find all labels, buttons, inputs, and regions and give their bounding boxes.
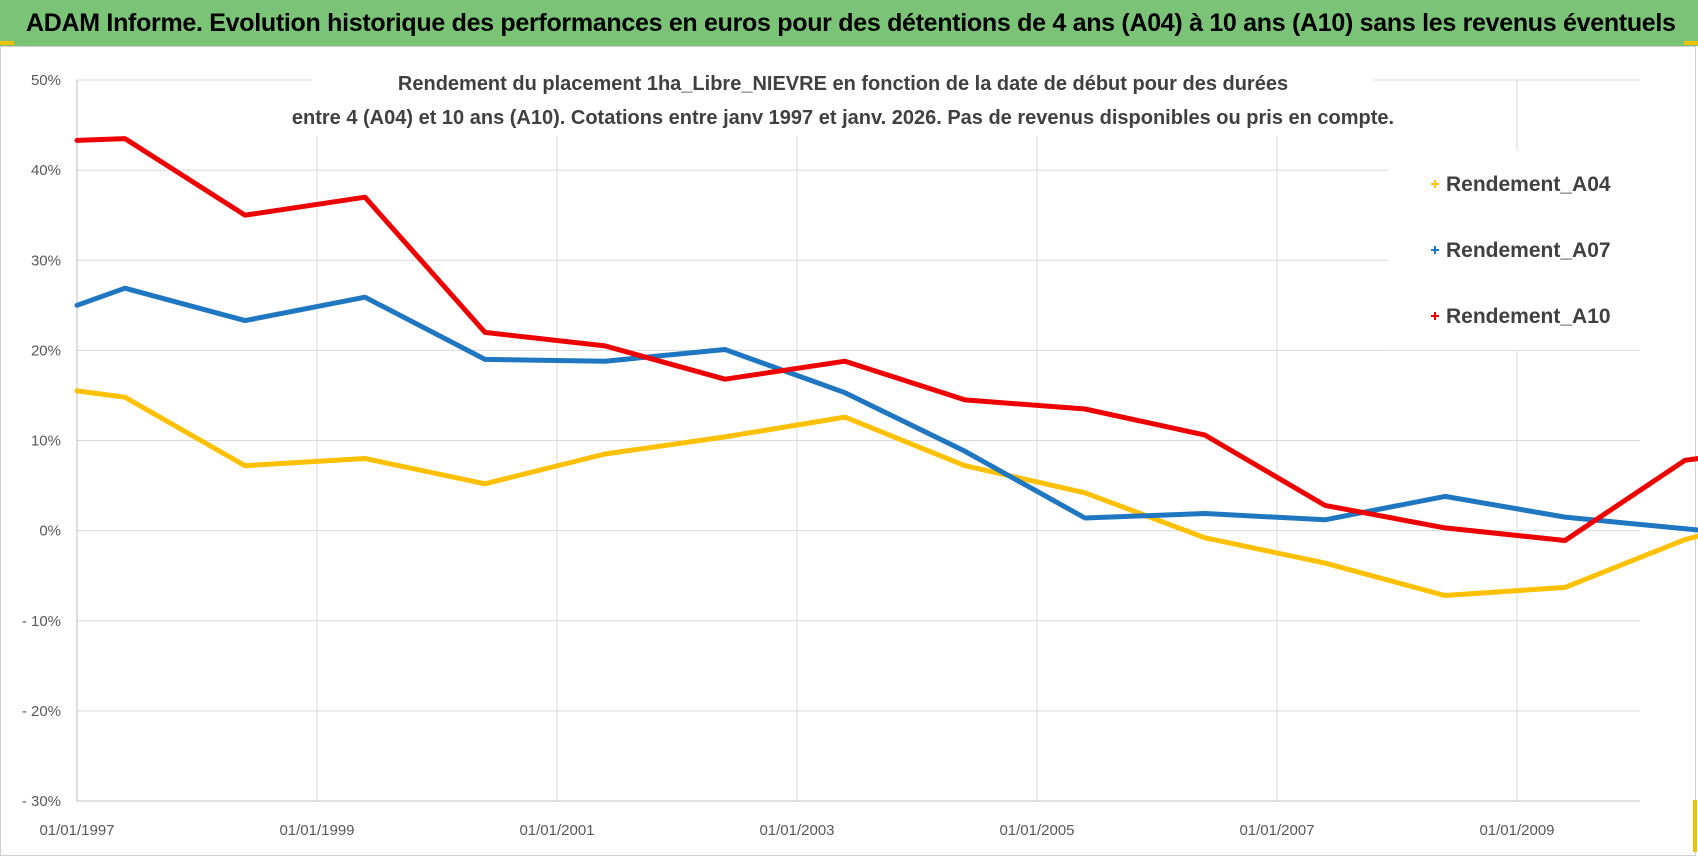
x-tick-label: 01/01/2003 (759, 822, 834, 839)
legend-label-a04: Rendement_A04 (1446, 173, 1611, 196)
data-point-a10 (1683, 458, 1687, 462)
chart-frame (0, 46, 1696, 856)
x-tick-label: 01/01/1997 (39, 822, 114, 839)
y-tick-label: 30% (31, 252, 61, 269)
data-point-a10 (243, 213, 247, 217)
data-point-a07 (843, 391, 847, 395)
y-tick-label: 0% (39, 523, 61, 540)
data-point-a07 (603, 359, 607, 363)
data-point-a07 (243, 319, 247, 323)
data-point-a04 (1203, 536, 1207, 540)
data-point-a07 (963, 449, 967, 453)
y-tick-label: 10% (31, 433, 61, 450)
data-point-a04 (483, 482, 487, 486)
x-tick-label: 01/01/1999 (279, 822, 354, 839)
data-point-a07 (1683, 527, 1687, 531)
data-point-a10 (363, 195, 367, 199)
x-tick-label: 01/01/2009 (1479, 822, 1554, 839)
data-point-a10 (1563, 539, 1567, 542)
chart-axes: 50% 40% 30% 20% 10% 0% - 10% - 20% - 30% 01/01/19… (22, 72, 1640, 839)
y-tick-label: - 30% (22, 793, 61, 810)
corner-accent-bottom-right (1693, 800, 1697, 852)
data-point-a04 (363, 457, 367, 460)
data-point-a10 (123, 137, 127, 141)
data-point-a04 (963, 464, 967, 468)
data-point-a10 (603, 344, 607, 348)
corner-accent-top-right (1684, 41, 1698, 45)
legend-label-a07: Rendement_A07 (1446, 239, 1611, 262)
data-point-a04 (843, 415, 847, 419)
chart-title-background (312, 66, 1374, 136)
data-point-a07 (723, 348, 727, 351)
chart-title-line-1: Rendement du placement 1ha_Libre_NIEVRE … (398, 73, 1288, 95)
data-point-a10 (1203, 433, 1207, 437)
y-tick-label: - 20% (22, 703, 61, 720)
data-point-a04 (603, 452, 607, 456)
data-point-a10 (963, 398, 967, 402)
data-point-a04 (1083, 491, 1087, 495)
data-point-a10 (723, 377, 727, 381)
data-point-a07 (1443, 494, 1447, 498)
data-point-a07 (1203, 512, 1207, 515)
chart-legend: Rendement_A04 Rendement_A07 Rendement_A10 (1388, 150, 1640, 350)
data-point-a04 (1323, 561, 1327, 565)
data-point-a07 (1563, 515, 1567, 519)
report-banner: ADAM Informe. Evolution historique des p… (0, 0, 1698, 46)
data-point-a10 (1443, 526, 1447, 530)
corner-accent-top-left (0, 41, 14, 45)
legend-box (1388, 150, 1640, 350)
series-line-a07 (74, 285, 1698, 533)
y-tick-label: - 10% (22, 613, 61, 630)
data-point-a04 (1683, 538, 1687, 542)
data-point-a04 (75, 389, 79, 393)
data-point-a07 (123, 286, 127, 290)
y-tick-label: 40% (31, 162, 61, 179)
chart-title-line-2: entre 4 (A04) et 10 ans (A10). Cotations… (292, 107, 1394, 129)
data-point-a04 (723, 435, 727, 439)
data-point-a07 (1323, 518, 1327, 522)
data-point-a07 (363, 295, 367, 299)
data-point-a10 (1323, 503, 1327, 507)
y-tick-label: 20% (31, 342, 61, 359)
data-point-a04 (1563, 585, 1567, 589)
data-point-a07 (75, 303, 79, 307)
x-tick-label: 01/01/2001 (519, 822, 594, 839)
x-tick-label: 01/01/2007 (1239, 822, 1314, 839)
data-point-a10 (75, 138, 79, 142)
data-point-a10 (843, 359, 847, 363)
y-tick-label: 50% (31, 72, 61, 89)
data-point-a07 (1083, 516, 1087, 520)
data-point-a04 (243, 464, 247, 468)
data-point-a07 (483, 357, 487, 361)
title-box (312, 66, 1374, 136)
data-point-a10 (483, 330, 487, 334)
report-title: ADAM Informe. Evolution historique des p… (26, 8, 1676, 37)
data-point-a04 (1443, 594, 1447, 597)
data-point-a10 (1083, 407, 1087, 411)
chart-title: Rendement du placement 1ha_Libre_NIEVRE … (292, 73, 1394, 129)
data-point-a04 (123, 395, 127, 399)
x-tick-label: 01/01/2005 (999, 822, 1074, 839)
legend-label-a10: Rendement_A10 (1446, 305, 1611, 328)
chart-series (74, 136, 1698, 598)
